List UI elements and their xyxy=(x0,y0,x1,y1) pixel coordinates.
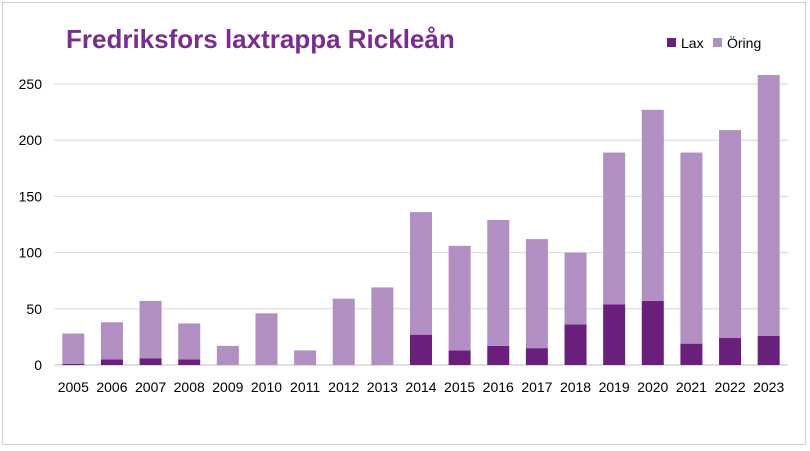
bar-lax-2014 xyxy=(410,334,432,365)
bar-lax-2015 xyxy=(448,350,471,365)
x-tick-label: 2016 xyxy=(483,379,514,395)
x-tick-label: 2019 xyxy=(599,379,630,395)
bar-oring-2017 xyxy=(525,239,548,349)
legend-swatch-oring xyxy=(713,38,722,47)
bar-oring-2020 xyxy=(641,109,664,301)
x-tick-label: 2015 xyxy=(444,379,475,395)
y-tick-label: 50 xyxy=(26,301,42,317)
bar-oring-2023 xyxy=(757,75,780,336)
x-tick-label: 2005 xyxy=(58,379,89,395)
chart-title: Fredriksfors laxtrappa Rickleån xyxy=(66,24,455,54)
bar-oring-2015 xyxy=(448,245,471,351)
x-tick-label: 2010 xyxy=(251,379,282,395)
x-tick-label: 2021 xyxy=(676,379,707,395)
bar-oring-2007 xyxy=(139,300,162,359)
x-tick-label: 2007 xyxy=(135,379,166,395)
bar-oring-2005 xyxy=(62,333,85,364)
bar-oring-2019 xyxy=(603,152,626,305)
bar-lax-2005 xyxy=(62,363,85,365)
x-tick-label: 2011 xyxy=(290,379,320,395)
bar-oring-2010 xyxy=(255,313,278,365)
bar-lax-2022 xyxy=(719,338,742,365)
x-tick-label: 2014 xyxy=(405,379,436,395)
x-tick-label: 2018 xyxy=(560,379,591,395)
x-tick-label: 2006 xyxy=(96,379,127,395)
bar-lax-2018 xyxy=(564,324,587,365)
bar-lax-2016 xyxy=(487,345,510,365)
legend-label-oring: Öring xyxy=(727,34,761,51)
bar-lax-2007 xyxy=(139,358,162,365)
y-tick-label: 150 xyxy=(19,188,43,204)
bar-oring-2016 xyxy=(487,220,510,346)
bar-lax-2020 xyxy=(641,300,664,365)
legend-label-lax: Lax xyxy=(681,35,704,51)
bar-lax-2021 xyxy=(680,343,703,365)
x-tick-label: 2017 xyxy=(521,379,552,395)
bar-oring-2014 xyxy=(410,212,432,335)
bar-oring-2006 xyxy=(100,322,123,360)
y-axis-ticks: 0 50 100 150 200 250 xyxy=(19,76,43,373)
bar-oring-2012 xyxy=(332,298,355,365)
y-tick-label: 250 xyxy=(19,76,43,92)
bar-lax-2006 xyxy=(100,359,123,365)
y-tick-label: 0 xyxy=(34,357,42,373)
bar-lax-2019 xyxy=(603,304,626,365)
legend-swatch-lax xyxy=(667,38,676,47)
bar-oring-2008 xyxy=(178,323,201,360)
y-tick-label: 100 xyxy=(19,245,43,261)
x-tick-label: 2023 xyxy=(753,379,784,395)
bar-lax-2017 xyxy=(525,348,548,365)
bar-oring-2009 xyxy=(216,345,239,365)
bar-oring-2021 xyxy=(680,152,703,344)
bar-oring-2018 xyxy=(564,252,587,325)
chart-frame xyxy=(2,2,806,445)
x-tick-label: 2009 xyxy=(212,379,243,395)
x-tick-label: 2012 xyxy=(328,379,359,395)
x-axis-ticks: 2005 2006 2007 2008 2009 2010 2011 2012 2013 2014… xyxy=(58,379,785,395)
x-tick-label: 2020 xyxy=(637,379,668,395)
x-tick-label: 2022 xyxy=(714,379,745,395)
y-tick-label: 200 xyxy=(19,132,43,148)
bar-lax-2023 xyxy=(757,335,780,365)
gridlines xyxy=(54,83,788,366)
legend: Lax Öring xyxy=(667,34,761,51)
bars xyxy=(62,75,780,365)
bar-oring-2013 xyxy=(371,287,394,365)
bar-oring-2011 xyxy=(294,350,317,365)
bar-lax-2008 xyxy=(178,359,201,365)
bar-oring-2022 xyxy=(719,130,742,339)
x-tick-label: 2008 xyxy=(174,379,205,395)
x-tick-label: 2013 xyxy=(367,379,398,395)
